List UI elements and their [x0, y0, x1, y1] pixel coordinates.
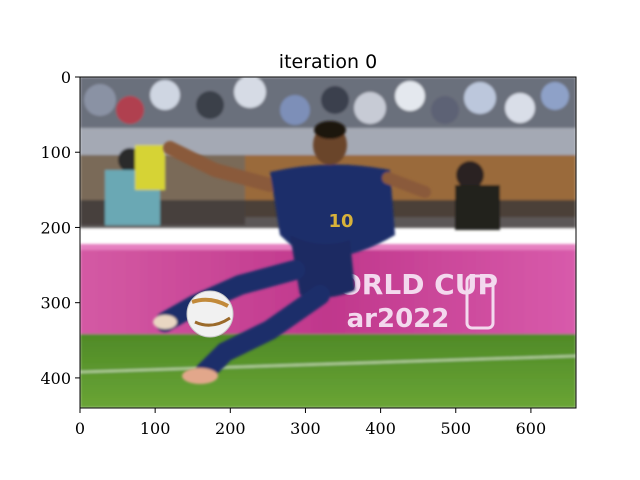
banner-text-line2: ar2022 [347, 304, 450, 334]
player [153, 121, 431, 384]
x-axis: 0 100 200 300 400 500 600 [75, 408, 546, 438]
y-tick-label: 400 [40, 369, 71, 388]
x-tick-label: 100 [140, 419, 171, 438]
y-tick-label: 100 [40, 143, 71, 162]
figure-title: iteration 0 [279, 51, 377, 73]
x-tick-label: 0 [75, 419, 85, 438]
y-tick-label: 200 [40, 218, 71, 237]
football [186, 290, 234, 338]
y-tick-label: 300 [40, 294, 71, 313]
x-tick-label: 300 [290, 419, 321, 438]
y-axis: 0 100 200 300 400 [40, 68, 80, 388]
banner-text-line1: ORLD CUP [338, 268, 498, 301]
banner-trophy-outline [465, 274, 495, 330]
axes-frame [79, 76, 577, 409]
y-tick-label: 0 [61, 68, 71, 87]
x-tick-label: 500 [440, 419, 471, 438]
x-tick-label: 200 [215, 419, 246, 438]
x-tick-label: 400 [365, 419, 396, 438]
x-tick-label: 600 [516, 419, 547, 438]
jersey-number: 10 [328, 211, 353, 232]
photo: ORLD CUP ar2022 10 [80, 77, 576, 408]
pitch-grass [80, 334, 576, 408]
